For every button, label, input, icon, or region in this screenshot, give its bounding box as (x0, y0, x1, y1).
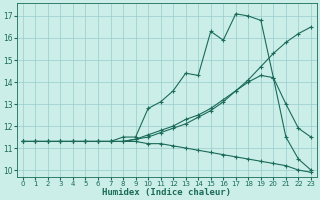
X-axis label: Humidex (Indice chaleur): Humidex (Indice chaleur) (102, 188, 231, 197)
